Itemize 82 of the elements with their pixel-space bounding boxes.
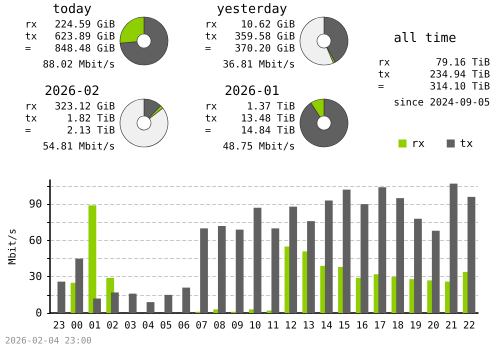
text: tx 623.89 GiB — [25, 32, 115, 42]
y-tick-label: 90 — [28, 198, 42, 211]
y-tick-label: 0 — [36, 306, 42, 320]
x-tick-label: 13 — [302, 320, 315, 332]
y-tick-label: 60 — [28, 234, 42, 247]
text: rx 323.12 GiB — [25, 102, 115, 112]
bar — [450, 184, 458, 313]
x-tick-label: 18 — [392, 320, 404, 332]
text: tx 359.58 GiB — [205, 32, 295, 42]
text: all time — [394, 31, 456, 46]
y-tick-label: 30 — [28, 270, 42, 284]
bar — [414, 218, 422, 313]
bar — [88, 205, 96, 313]
x-tick-label: 11 — [266, 320, 280, 332]
text: tx 234.94 TiB — [378, 70, 490, 80]
x-tick-label: 08 — [213, 320, 226, 332]
bar — [324, 200, 333, 313]
x-tick-label: 12 — [284, 320, 297, 332]
bar — [75, 258, 84, 313]
bar — [360, 204, 368, 313]
x-tick-label: 07 — [196, 320, 208, 332]
x-tick-label: 17 — [374, 320, 386, 332]
bar — [93, 298, 101, 313]
chart-title: today — [52, 2, 92, 17]
text: tx 1.82 TiB — [25, 114, 115, 124]
bar — [289, 206, 298, 313]
x-tick-label: 02 — [106, 320, 119, 332]
x-tick-label: 05 — [160, 320, 172, 332]
bar — [236, 230, 244, 313]
x-tick-label: 10 — [249, 320, 262, 332]
legend-label: rx — [412, 137, 426, 150]
text: 54.81 Mbit/s — [42, 142, 115, 152]
x-tick-label: 01 — [88, 320, 101, 332]
bar — [378, 187, 386, 313]
text: since 2024-09-05 — [394, 98, 490, 108]
bar — [146, 302, 154, 313]
bar — [164, 294, 172, 313]
x-tick-label: 03 — [124, 320, 136, 332]
x-tick-label: 14 — [320, 320, 332, 332]
chart-title: 2026-02 — [44, 84, 100, 99]
bar — [396, 198, 404, 313]
text: 88.02 Mbit/s — [42, 60, 115, 70]
text: = 2.13 TiB — [25, 126, 115, 136]
x-tick-label: 00 — [70, 320, 83, 332]
text: 48.75 Mbit/s — [222, 142, 295, 152]
bar — [254, 208, 262, 313]
bar — [128, 294, 137, 313]
text: = 314.10 TiB — [378, 82, 490, 92]
legend-label: tx — [460, 137, 474, 150]
x-tick-label: 19 — [410, 320, 422, 332]
text: = 14.84 TiB — [205, 126, 295, 136]
x-tick-label: 15 — [338, 320, 350, 332]
text: = 848.48 GiB — [25, 44, 115, 54]
x-tick-label: 16 — [356, 320, 368, 332]
bar — [110, 292, 119, 313]
x-tick-label: 23 — [53, 320, 66, 332]
text: 36.81 Mbit/s — [222, 60, 295, 70]
x-tick-label: 20 — [427, 320, 440, 332]
bar — [342, 190, 351, 313]
x-tick-label: 22 — [463, 320, 476, 332]
x-tick-label: 06 — [178, 320, 190, 332]
chart-title: 2026-01 — [224, 84, 280, 99]
y-axis-title: Mbit/s — [8, 228, 18, 265]
x-tick-label: 04 — [142, 320, 154, 332]
text: = 370.20 GiB — [205, 44, 295, 54]
text: rx 79.16 TiB — [378, 58, 490, 68]
bar — [218, 226, 226, 313]
bar — [307, 221, 315, 313]
text: tx 13.48 TiB — [205, 114, 295, 124]
bar — [58, 282, 66, 313]
text: rx 224.59 GiB — [25, 20, 115, 30]
bar — [182, 288, 190, 313]
chart-title: yesterday — [216, 2, 288, 17]
bar — [432, 230, 440, 313]
bar — [200, 228, 208, 313]
x-tick-label: 21 — [445, 320, 458, 332]
text: rx 1.37 TiB — [205, 102, 295, 112]
bar — [271, 228, 280, 313]
text: rx 10.62 GiB — [205, 20, 295, 30]
bar — [468, 196, 476, 313]
x-tick-label: 09 — [231, 320, 244, 332]
text: 2026-02-04 23:00 — [5, 336, 92, 346]
